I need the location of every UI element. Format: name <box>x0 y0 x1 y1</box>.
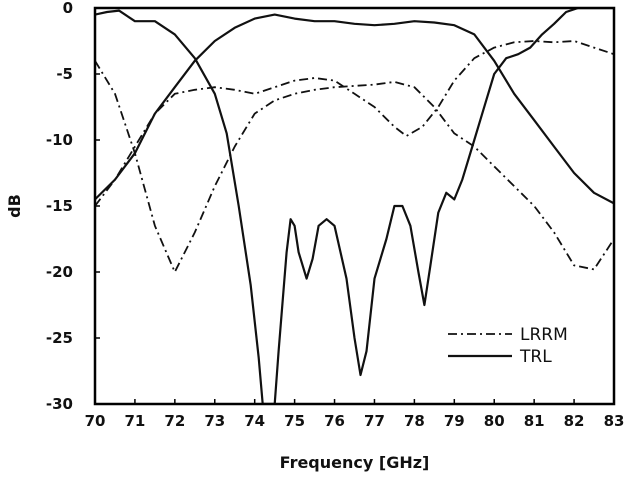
y-tick-label: -30 <box>46 395 73 413</box>
legend-label-trl: TRL <box>519 347 552 367</box>
x-tick-label: 75 <box>284 412 305 430</box>
y-tick-label: -15 <box>46 197 73 215</box>
x-tick-label: 82 <box>564 412 585 430</box>
y-tick-label: -25 <box>46 329 73 347</box>
x-tick-label: 72 <box>164 412 185 430</box>
x-tick-label: 71 <box>124 412 145 430</box>
y-tick-label: -10 <box>46 131 73 149</box>
y-tick-label: -5 <box>56 65 73 83</box>
x-tick-label: 73 <box>204 412 225 430</box>
x-tick-label: 78 <box>404 412 425 430</box>
y-tick-label: -20 <box>46 263 73 281</box>
y-tick-label: 0 <box>63 0 73 17</box>
legend-label-lrrm: LRRM <box>520 325 568 345</box>
x-tick-label: 80 <box>484 412 505 430</box>
x-tick-label: 74 <box>244 412 265 430</box>
series-line-lrrm-4 <box>95 40 614 207</box>
x-tick-label: 76 <box>324 412 345 430</box>
x-tick-label: 83 <box>604 412 625 430</box>
ticks-layer: 0 -5 -10 -15 -20 -25 -30 70 71 72 73 74 75 76 77 78 79 80… <box>46 0 625 430</box>
series-line-trl-2 <box>95 13 614 205</box>
y-axis-title: dB <box>5 194 24 218</box>
series-line-lrrm-3 <box>95 60 614 273</box>
series-layer <box>95 8 614 404</box>
x-tick-label: 81 <box>524 412 545 430</box>
x-axis-title: Frequency [GHz] <box>280 453 430 472</box>
x-tick-label: 79 <box>444 412 465 430</box>
series-line-trl-1 <box>95 8 614 404</box>
x-tick-label: 70 <box>85 412 106 430</box>
x-tick-label: 77 <box>364 412 385 430</box>
